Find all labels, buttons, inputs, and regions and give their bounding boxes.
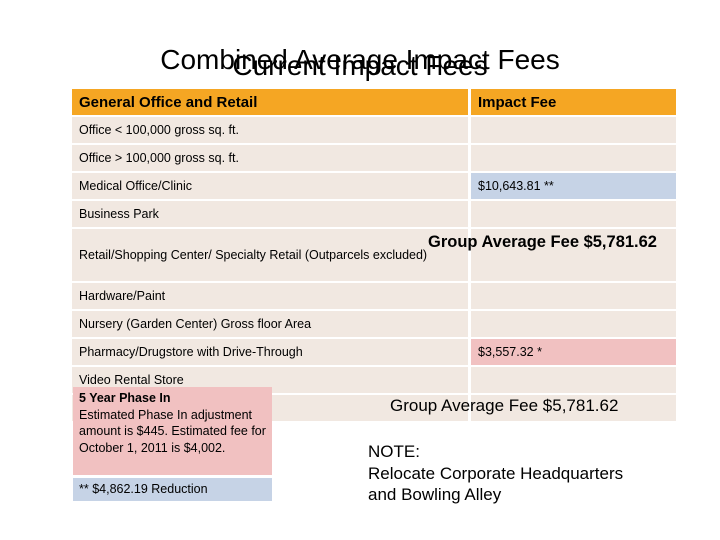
- phase-in-note: 5 Year Phase In Estimated Phase In adjus…: [73, 387, 272, 475]
- table-row: Medical Office/Clinic $10,643.81 **: [72, 173, 676, 201]
- row-fee: [471, 201, 676, 227]
- note-label: NOTE:: [368, 442, 420, 461]
- table-row: Retail/Shopping Center/ Specialty Retail…: [72, 229, 676, 283]
- reduction-note: ** $4,862.19 Reduction: [73, 478, 272, 501]
- header-fee: Impact Fee: [471, 89, 676, 115]
- table-row: Office > 100,000 gross sq. ft.: [72, 145, 676, 173]
- slide-title: Combined Average Impact Fees: [160, 44, 560, 75]
- phase-in-title: 5 Year Phase In: [79, 391, 171, 405]
- row-fee: [471, 311, 676, 337]
- row-fee: [471, 395, 676, 421]
- row-category: Pharmacy/Drugstore with Drive-Through: [72, 339, 468, 365]
- row-category: Medical Office/Clinic: [72, 173, 468, 199]
- header-category: General Office and Retail: [72, 89, 468, 115]
- impact-fee-table: General Office and Retail Impact Fee Off…: [72, 89, 676, 423]
- table-row: Pharmacy/Drugstore with Drive-Through $3…: [72, 339, 676, 367]
- table-row: Hardware/Paint: [72, 283, 676, 311]
- row-category: Office < 100,000 gross sq. ft.: [72, 117, 468, 143]
- table-header-row: General Office and Retail Impact Fee: [72, 89, 676, 117]
- row-category: Business Park: [72, 201, 468, 227]
- note-line: and Bowling Alley: [368, 485, 502, 504]
- row-fee-highlighted: $10,643.81 **: [471, 173, 676, 199]
- group-average-fee: Group Average Fee $5,781.62: [390, 396, 619, 415]
- row-fee: [471, 283, 676, 309]
- row-fee: [471, 229, 676, 281]
- table-row: Business Park: [72, 201, 676, 229]
- row-fee: [471, 145, 676, 171]
- note-line: Relocate Corporate Headquarters: [368, 463, 624, 483]
- table-row: Office < 100,000 gross sq. ft.: [72, 117, 676, 145]
- slide-title-overlay: Current Impact Fees: [232, 50, 488, 81]
- row-fee-highlighted: $3,557.32 *: [471, 339, 676, 365]
- row-fee: [471, 367, 676, 393]
- row-category: Retail/Shopping Center/ Specialty Retail…: [72, 229, 468, 281]
- row-category: Office > 100,000 gross sq. ft.: [72, 145, 468, 171]
- row-category: Hardware/Paint: [72, 283, 468, 309]
- phase-in-body: Estimated Phase In adjustment amount is …: [79, 407, 266, 455]
- relocation-note: NOTE: Relocate Corporate Headquarters an…: [368, 441, 623, 506]
- row-category: Nursery (Garden Center) Gross floor Area: [72, 311, 468, 337]
- row-fee: [471, 117, 676, 143]
- group-average-fee-bold: Group Average Fee $5,781.62: [428, 233, 657, 251]
- table-row: Nursery (Garden Center) Gross floor Area: [72, 311, 676, 339]
